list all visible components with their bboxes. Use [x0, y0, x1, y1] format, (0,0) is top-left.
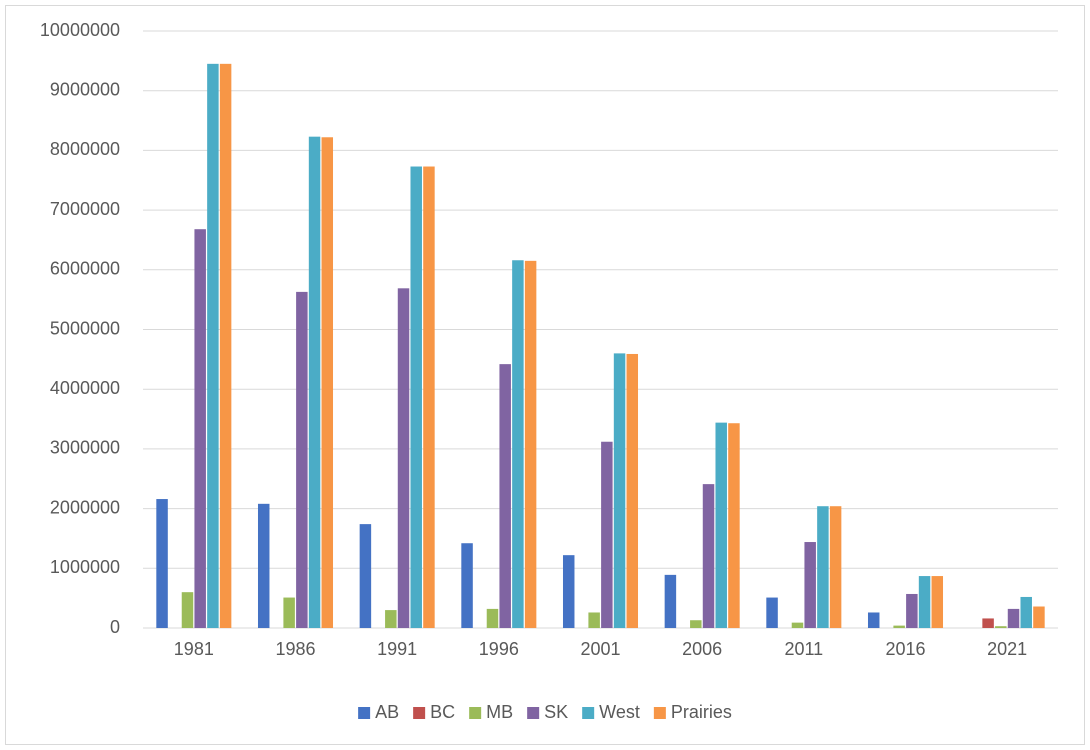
x-tick-label: 1996 [479, 639, 519, 659]
legend-swatch [358, 707, 371, 719]
y-tick-label: 3000000 [50, 438, 120, 458]
x-tick-label: 2016 [885, 639, 925, 659]
bar [715, 422, 727, 628]
legend-swatch [469, 707, 482, 719]
bar [461, 543, 473, 628]
y-tick-label: 0 [110, 617, 120, 637]
bar [728, 423, 740, 628]
y-tick-label: 1000000 [50, 557, 120, 577]
x-tick-label: 1981 [174, 639, 214, 659]
bar [829, 506, 842, 628]
y-tick-label: 7000000 [50, 199, 120, 219]
bar [893, 625, 905, 628]
x-tick-label: 1991 [377, 639, 417, 659]
y-tick-label: 2000000 [50, 497, 120, 517]
x-tick-label: 2006 [682, 639, 722, 659]
bar [804, 542, 816, 628]
bar [181, 592, 194, 628]
bar [524, 260, 537, 628]
bar [359, 524, 372, 628]
bar [219, 63, 232, 628]
legend-label: BC [430, 702, 455, 722]
y-tick-label: 8000000 [50, 139, 120, 159]
bar [397, 288, 410, 628]
bar [385, 610, 397, 628]
bar [156, 499, 168, 628]
bar [1020, 596, 1032, 628]
legend-label: MB [486, 702, 513, 722]
legend-label: SK [544, 702, 568, 722]
bar [867, 612, 880, 628]
legend-swatch [413, 707, 426, 719]
bar [817, 506, 829, 628]
bar [906, 593, 918, 628]
bar [588, 612, 600, 628]
bar [499, 364, 511, 628]
bar [766, 597, 778, 628]
y-tick-label: 6000000 [50, 259, 120, 279]
bar [601, 441, 613, 628]
bar [664, 574, 677, 628]
bar [562, 555, 575, 628]
bar [321, 137, 334, 629]
x-tick-label: 2011 [784, 639, 823, 659]
bar [283, 597, 295, 628]
bar [702, 484, 715, 628]
bar [207, 63, 219, 628]
legend-label: Prairies [671, 702, 732, 722]
legend-label: AB [375, 702, 399, 722]
chart-frame [5, 5, 1085, 745]
bar [308, 136, 321, 628]
legend-label: West [599, 702, 640, 722]
bar [995, 626, 1007, 628]
bar [410, 166, 422, 629]
legend-swatch [527, 707, 540, 719]
bar [791, 622, 804, 628]
x-tick-label: 2021 [987, 639, 1027, 659]
legend-swatch [653, 707, 666, 719]
y-tick-label: 5000000 [50, 318, 120, 338]
legend-swatch [582, 707, 595, 719]
y-tick-label: 9000000 [50, 79, 120, 99]
bar [918, 576, 931, 628]
x-tick-label: 2001 [580, 639, 620, 659]
bar [613, 353, 626, 628]
x-tick-label: 1986 [275, 639, 315, 659]
bar [931, 576, 944, 628]
bar [1007, 608, 1020, 628]
bar [194, 229, 206, 629]
bar [512, 260, 524, 628]
bar [1033, 606, 1045, 628]
bar [982, 618, 994, 628]
bar [423, 166, 435, 629]
bar [486, 608, 499, 628]
bar [296, 291, 308, 628]
y-tick-label: 4000000 [50, 378, 120, 398]
y-tick-label: 10000000 [40, 20, 120, 40]
bar [690, 620, 702, 628]
bar [626, 353, 639, 628]
bar [257, 503, 270, 628]
